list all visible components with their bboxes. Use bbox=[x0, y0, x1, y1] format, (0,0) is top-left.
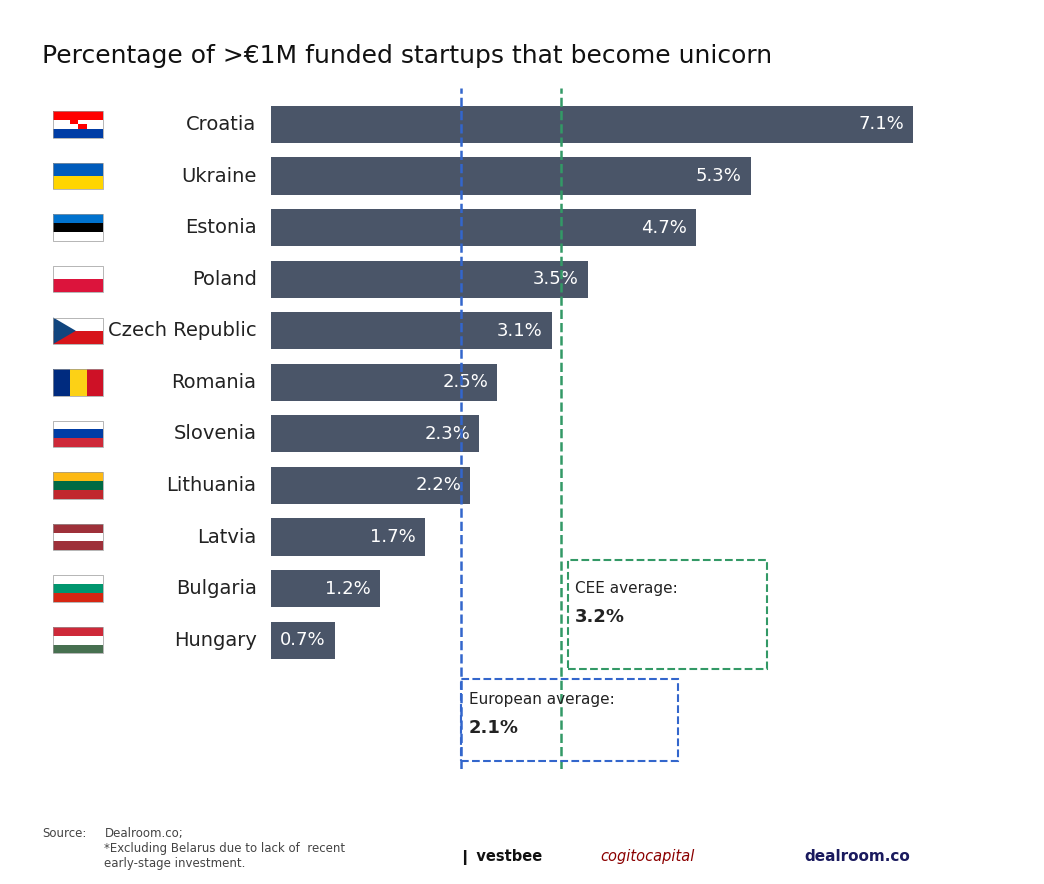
Text: 0.7%: 0.7% bbox=[280, 631, 326, 649]
Text: Hungary: Hungary bbox=[173, 630, 257, 650]
Text: Romania: Romania bbox=[171, 373, 257, 392]
Bar bbox=[271, 467, 470, 504]
Text: Poland: Poland bbox=[192, 270, 257, 289]
Bar bbox=[568, 560, 766, 668]
Text: 2.3%: 2.3% bbox=[425, 425, 470, 443]
Text: CEE average:: CEE average: bbox=[575, 581, 678, 596]
Text: Bulgaria: Bulgaria bbox=[175, 579, 257, 598]
Text: 7.1%: 7.1% bbox=[858, 116, 904, 133]
Bar bbox=[271, 312, 551, 349]
Bar bbox=[271, 261, 588, 298]
Bar bbox=[271, 157, 751, 194]
Bar bbox=[271, 363, 497, 400]
Text: cogitocapital: cogitocapital bbox=[600, 849, 694, 864]
Text: ❙ vestbee: ❙ vestbee bbox=[459, 849, 543, 865]
Bar bbox=[461, 679, 679, 761]
Bar bbox=[271, 570, 380, 607]
Text: 3.5%: 3.5% bbox=[532, 271, 578, 288]
Text: 4.7%: 4.7% bbox=[641, 218, 687, 237]
Text: dealroom.co: dealroom.co bbox=[804, 849, 909, 864]
Text: 3.2%: 3.2% bbox=[575, 608, 625, 626]
Text: Slovenia: Slovenia bbox=[173, 424, 257, 444]
Text: Estonia: Estonia bbox=[185, 218, 257, 237]
Text: European average:: European average: bbox=[469, 692, 614, 707]
Text: 2.5%: 2.5% bbox=[443, 373, 489, 392]
Bar bbox=[271, 415, 479, 453]
Text: Croatia: Croatia bbox=[187, 115, 257, 134]
Bar bbox=[271, 106, 914, 143]
Text: 3.1%: 3.1% bbox=[497, 322, 543, 339]
Text: Percentage of >€1M funded startups that become unicorn: Percentage of >€1M funded startups that … bbox=[42, 44, 772, 68]
Text: Source:: Source: bbox=[42, 827, 87, 840]
Bar bbox=[271, 621, 335, 659]
Text: 5.3%: 5.3% bbox=[695, 167, 741, 185]
Bar bbox=[271, 209, 696, 246]
Text: Ukraine: Ukraine bbox=[182, 166, 257, 186]
Text: 1.2%: 1.2% bbox=[325, 580, 371, 598]
Text: Lithuania: Lithuania bbox=[167, 476, 257, 495]
Text: 2.1%: 2.1% bbox=[469, 719, 519, 737]
Text: Dealroom.co;
*Excluding Belarus due to lack of  recent
early-stage investment.: Dealroom.co; *Excluding Belarus due to l… bbox=[104, 827, 346, 870]
Bar bbox=[271, 518, 425, 555]
Text: 2.2%: 2.2% bbox=[416, 476, 461, 494]
Text: 1.7%: 1.7% bbox=[371, 528, 417, 546]
Text: Czech Republic: Czech Republic bbox=[108, 321, 257, 340]
Text: Latvia: Latvia bbox=[197, 528, 257, 546]
